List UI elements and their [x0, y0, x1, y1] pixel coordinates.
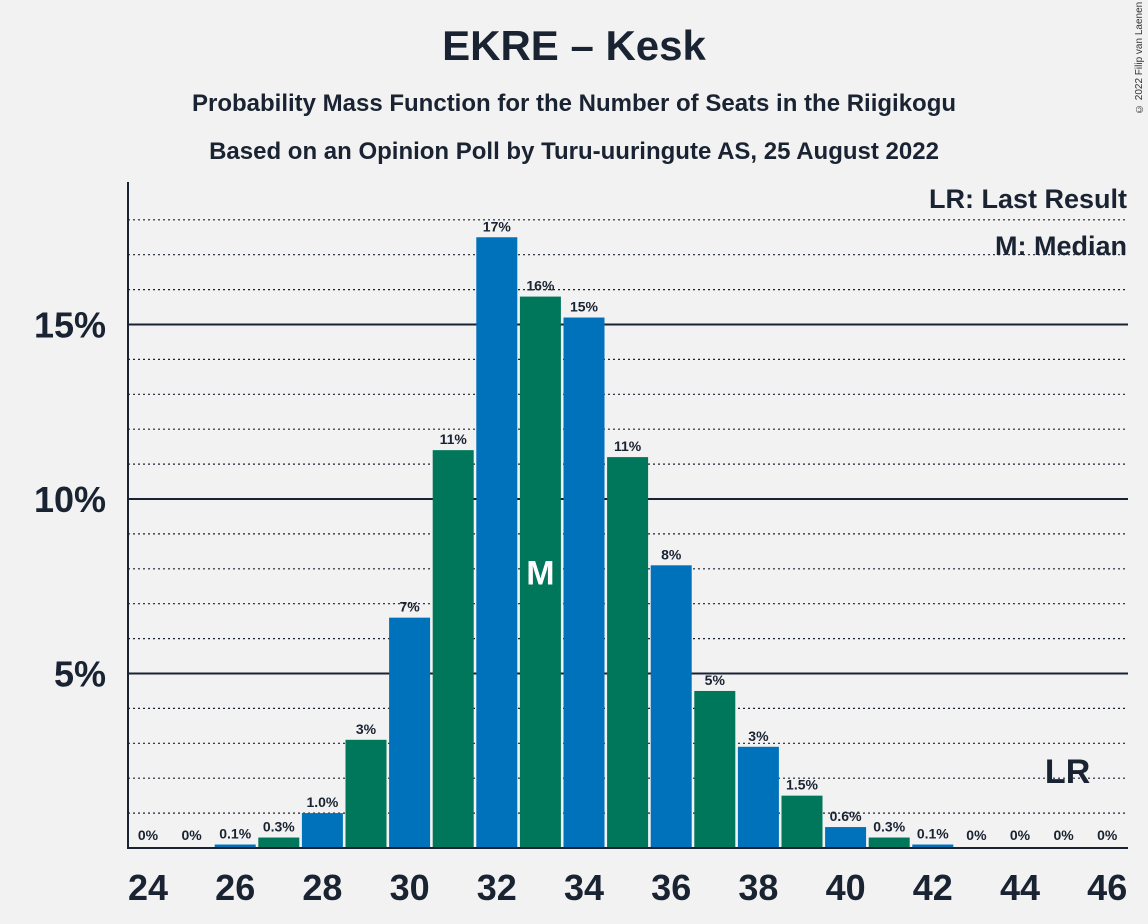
y-tick-label: 10%: [34, 479, 106, 520]
x-tick-label: 44: [1000, 867, 1040, 908]
data-label-45: 0%: [1053, 827, 1074, 843]
chart-subtitle-1: Probability Mass Function for the Number…: [191, 90, 957, 117]
chart-title: EKRE – Kesk: [442, 22, 706, 69]
x-tick-label: 46: [1087, 867, 1127, 908]
bar-26: [214, 844, 256, 848]
bar-39: [781, 795, 823, 848]
bar-41: [868, 837, 910, 848]
data-label-41: 0.3%: [873, 819, 905, 835]
data-label-43: 0%: [966, 827, 987, 843]
x-tick-label: 26: [215, 867, 255, 908]
bar-36: [650, 565, 692, 848]
median-marker: M: [526, 554, 554, 592]
data-label-46: 0%: [1097, 827, 1118, 843]
data-label-42: 0.1%: [917, 826, 949, 842]
last-result-marker: LR: [1045, 753, 1090, 791]
data-label-40: 0.6%: [830, 808, 862, 824]
bar-28: [301, 813, 343, 848]
data-label-38: 3%: [748, 728, 769, 744]
bar-29: [345, 739, 387, 848]
bar-30: [389, 617, 431, 848]
data-label-26: 0.1%: [219, 826, 251, 842]
bar-34: [563, 317, 605, 848]
x-tick-label: 24: [128, 867, 168, 908]
bar-31: [432, 450, 474, 848]
bar-35: [607, 457, 649, 848]
bar-42: [912, 844, 954, 848]
data-label-39: 1.5%: [786, 777, 818, 793]
x-tick-label: 38: [738, 867, 778, 908]
bar-38: [737, 746, 779, 848]
x-tick-label: 34: [564, 867, 604, 908]
data-label-34: 15%: [570, 299, 599, 315]
bar-27: [258, 837, 300, 848]
bar-40: [825, 827, 867, 848]
x-tick-label: 40: [826, 867, 866, 908]
bar-32: [476, 237, 518, 848]
data-label-31: 11%: [440, 431, 468, 447]
data-label-25: 0%: [181, 827, 202, 843]
data-label-32: 17%: [483, 218, 512, 234]
chart-subtitle-2: Based on an Opinion Poll by Turu-uuringu…: [209, 138, 939, 165]
data-label-30: 7%: [399, 599, 420, 615]
data-label-24: 0%: [138, 827, 159, 843]
data-label-29: 3%: [356, 721, 377, 737]
legend-entry: LR: Last Result: [929, 184, 1127, 214]
y-tick-label: 5%: [54, 654, 106, 695]
bar-37: [694, 690, 736, 848]
x-tick-label: 30: [390, 867, 430, 908]
y-tick-label: 15%: [34, 305, 106, 346]
bar-33: [519, 296, 561, 849]
legend-entry: M: Median: [995, 231, 1127, 261]
data-label-44: 0%: [1010, 827, 1031, 843]
data-label-35: 11%: [614, 438, 642, 454]
x-tick-label: 28: [302, 867, 342, 908]
data-label-33: 16%: [526, 278, 555, 294]
x-tick-label: 32: [477, 867, 517, 908]
x-tick-label: 42: [913, 867, 953, 908]
x-tick-label: 36: [651, 867, 691, 908]
data-label-27: 0.3%: [263, 819, 295, 835]
data-label-28: 1.0%: [306, 794, 338, 810]
data-label-37: 5%: [705, 672, 726, 688]
data-label-36: 8%: [661, 546, 682, 562]
